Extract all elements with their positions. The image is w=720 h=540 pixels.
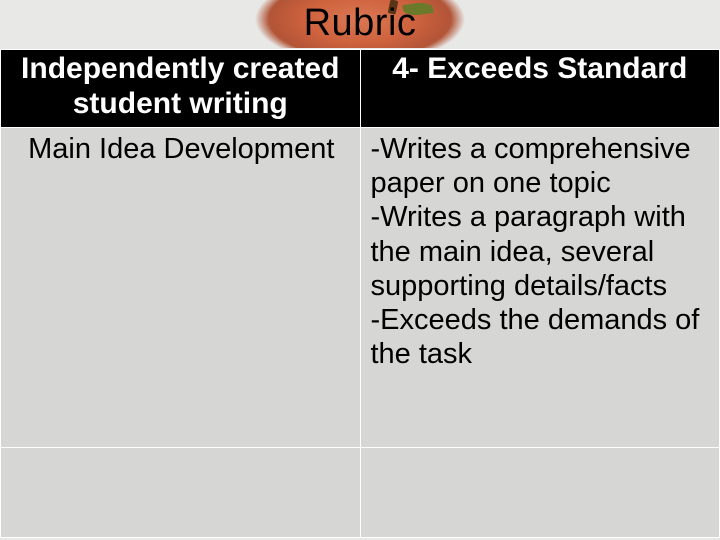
header-cell-right: 4- Exceeds Standard [360, 50, 720, 128]
table-empty-row [1, 448, 720, 538]
description-cell: -Writes a comprehensive paper on one top… [360, 128, 720, 448]
rubric-table: Independently created student writing 4-… [0, 49, 720, 538]
empty-cell-left [1, 448, 361, 538]
table-header-row: Independently created student writing 4-… [1, 50, 720, 128]
category-cell: Main Idea Development [1, 128, 361, 448]
header-cell-left: Independently created student writing [1, 50, 361, 128]
table-row: Main Idea Development -Writes a comprehe… [1, 128, 720, 448]
page-title: Rubric [0, 0, 720, 49]
empty-cell-right [360, 448, 720, 538]
